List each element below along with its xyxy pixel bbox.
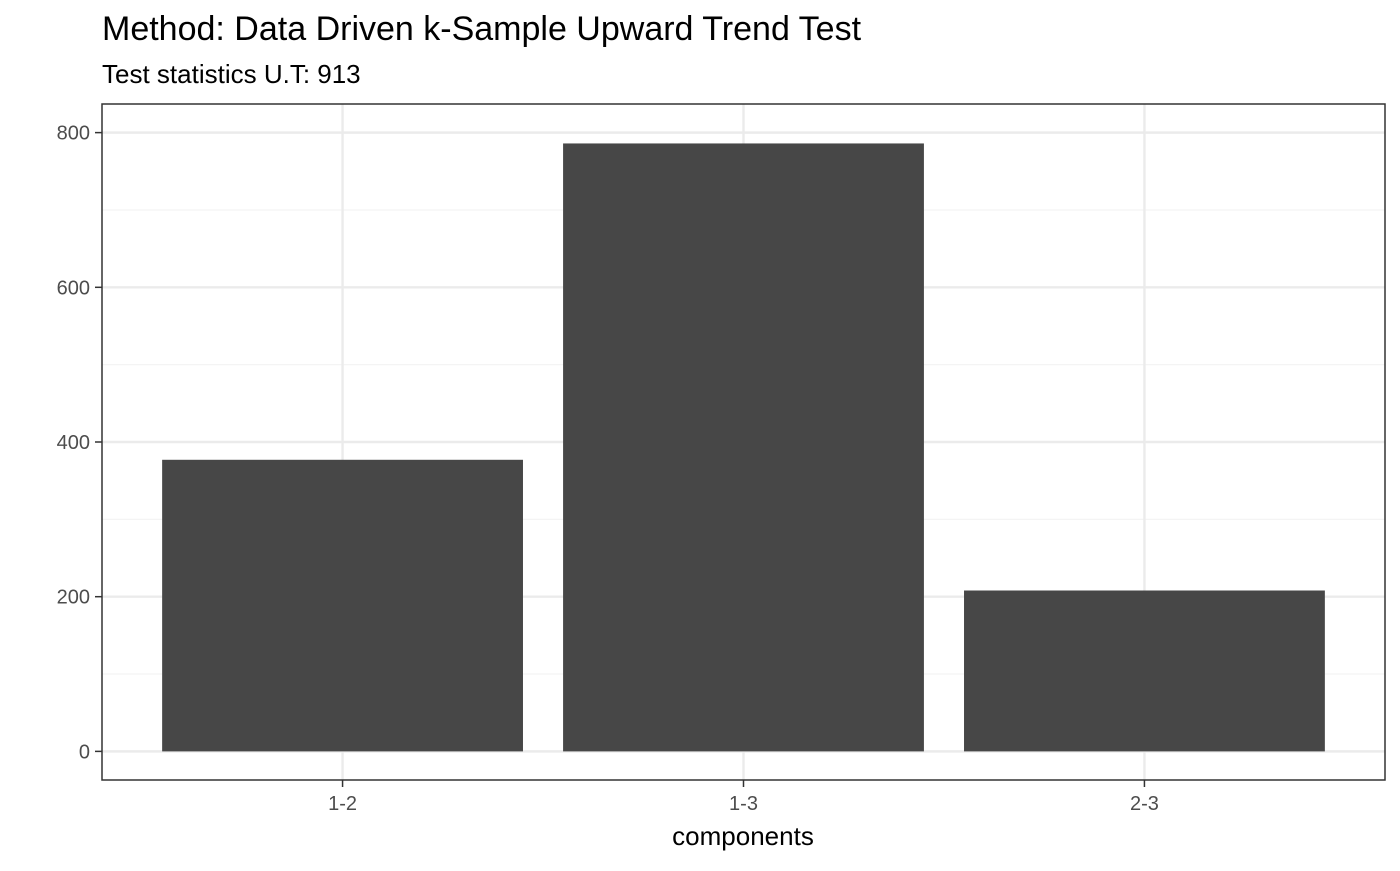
- plot-area: 0 200 400 600 800 1-2 1-3 2-3: [57, 103, 1386, 815]
- bar-1-2: [162, 459, 523, 752]
- x-tick-label: 1-2: [328, 793, 357, 815]
- y-tick-label: 0: [79, 741, 90, 763]
- y-tick-label: 200: [57, 587, 90, 609]
- x-tick-label: 1-3: [729, 793, 758, 815]
- chart-title: Method: Data Driven k-Sample Upward Tren…: [102, 10, 862, 48]
- x-tick-label: 2-3: [1130, 793, 1159, 815]
- y-tick-label: 600: [57, 277, 90, 299]
- y-tick-label: 800: [57, 123, 90, 145]
- x-axis-title: components: [672, 821, 814, 851]
- y-tick-label: 400: [57, 432, 90, 454]
- bar-1-3: [563, 143, 924, 752]
- chart-subtitle: Test statistics U.T: 913: [102, 59, 361, 89]
- bar-2-3: [964, 590, 1325, 752]
